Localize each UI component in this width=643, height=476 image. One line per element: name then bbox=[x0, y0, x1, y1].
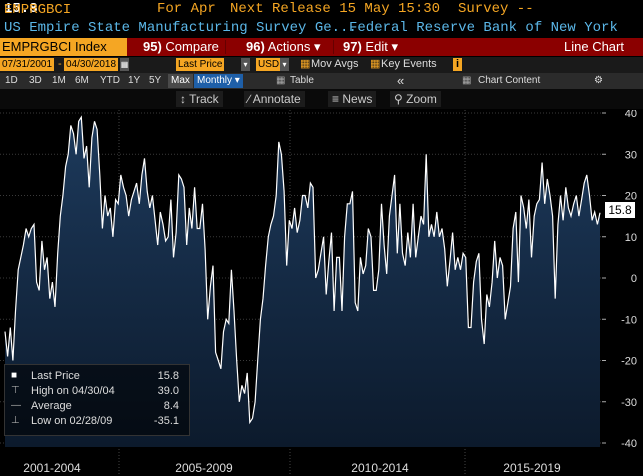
legend-item-average: — Average 8.4 bbox=[11, 400, 179, 412]
y-tick-label: -10 bbox=[621, 314, 637, 326]
ticker-label: EMPRGBCI 15.8 bbox=[4, 1, 72, 18]
legend-item-high: ⊤ High on 04/30/04 39.0 bbox=[11, 385, 179, 397]
mov-avgs-toggle[interactable]: Mov Avgs bbox=[311, 58, 359, 70]
security-field[interactable]: EMPRGBCI Index bbox=[0, 38, 127, 56]
y-axis: -40 -30 -20 -10 0 10 20 30 40 bbox=[602, 110, 637, 450]
dropdown-arrow-icon: ▾ bbox=[313, 39, 321, 54]
for-label: For Apr bbox=[157, 1, 216, 17]
x-tick-label: 2001-2004 bbox=[23, 461, 81, 475]
security-title: US Empire State Manufacturing Survey Ge.… bbox=[4, 20, 357, 36]
chevron-down-icon[interactable]: ▾ bbox=[241, 58, 250, 71]
header-bar: EMPRGBCI 15.8 For Apr Next Release 15 Ma… bbox=[0, 0, 643, 20]
period-bar: 1D 3D 1M 6M YTD 1Y 5Y Max Monthly ▾ ▦ Ta… bbox=[0, 73, 643, 89]
period-max[interactable]: Max bbox=[168, 74, 193, 88]
x-axis: 2001-2004 2005-2009 2010-2014 2015-2019 bbox=[23, 461, 561, 475]
frequency-select[interactable]: Monthly ▾ bbox=[194, 74, 243, 88]
currency-select[interactable]: USD bbox=[256, 58, 282, 71]
period-5y[interactable]: 5Y bbox=[149, 75, 162, 86]
divider bbox=[225, 40, 226, 54]
next-release: Next Release 15 May 15:30 bbox=[230, 1, 441, 17]
period-1y[interactable]: 1Y bbox=[128, 75, 141, 86]
survey-label: Survey -- bbox=[458, 1, 534, 17]
period-3d[interactable]: 3D bbox=[29, 75, 42, 86]
divider bbox=[333, 40, 334, 54]
high-marker-icon: ⊤ bbox=[11, 385, 20, 396]
last-value: 15.8 bbox=[4, 1, 38, 17]
period-ytd[interactable]: YTD bbox=[100, 75, 120, 86]
pencil-icon: ∕ bbox=[248, 92, 251, 106]
zoom-icon: ⚲ bbox=[394, 92, 403, 106]
table-button[interactable]: Table bbox=[290, 75, 314, 86]
average-marker-icon: — bbox=[11, 400, 21, 411]
period-1d[interactable]: 1D bbox=[5, 75, 18, 86]
y-tick-label: 40 bbox=[625, 110, 637, 120]
calendar-icon[interactable]: ▦ bbox=[120, 58, 129, 71]
chart-type-label[interactable]: Line Chart bbox=[564, 39, 624, 54]
y-tick-label: -20 bbox=[621, 356, 637, 368]
actions-button[interactable]: 96) Actions ▾ bbox=[246, 39, 321, 54]
current-value-label: 15.8 bbox=[605, 202, 635, 218]
news-icon: ≡ bbox=[332, 92, 340, 106]
zoom-button[interactable]: ⚲ Zoom bbox=[390, 91, 441, 107]
source-label: Federal Reserve Bank of New York bbox=[349, 20, 618, 36]
legend-item-last-price: ■ Last Price 15.8 bbox=[11, 370, 179, 382]
track-button[interactable]: ↕ Track bbox=[176, 91, 223, 107]
legend-item-low: ⊥ Low on 02/28/09 -35.1 bbox=[11, 415, 179, 427]
series-line-last-price bbox=[4, 115, 601, 425]
compare-button[interactable]: 95) Compare bbox=[143, 39, 219, 54]
chart-content-label[interactable]: Chart Content bbox=[478, 75, 541, 86]
chevron-down-icon[interactable]: ▾ bbox=[280, 58, 289, 71]
gear-icon[interactable]: ⚙ bbox=[594, 75, 603, 86]
annotate-button[interactable]: ∕ Annotate bbox=[244, 91, 305, 107]
square-icon: ■ bbox=[11, 370, 18, 381]
info-icon[interactable]: i bbox=[453, 58, 463, 71]
edit-button[interactable]: 97) Edit ▾ bbox=[343, 39, 398, 54]
x-tick-label: 2015-2019 bbox=[503, 461, 561, 475]
period-1m[interactable]: 1M bbox=[52, 75, 66, 86]
legend-box[interactable]: ■ Last Price 15.8 ⊤ High on 04/30/04 39.0 … bbox=[4, 364, 190, 436]
y-tick-label: -30 bbox=[621, 397, 637, 409]
key-events-toggle[interactable]: Key Events bbox=[381, 58, 437, 70]
key-events-icon[interactable]: ▦ bbox=[370, 58, 381, 70]
main-toolbar: EMPRGBCI Index 95) Compare 96) Actions ▾… bbox=[0, 38, 643, 56]
chart-tools-bar: ↕ Track ∕ Annotate ≡ News ⚲ Zoom bbox=[0, 89, 643, 109]
y-tick-label: 20 bbox=[625, 191, 637, 203]
x-tick-label: 2010-2014 bbox=[351, 461, 409, 475]
low-marker-icon: ⊥ bbox=[11, 415, 20, 426]
collapse-icon[interactable]: « bbox=[397, 73, 405, 88]
title-bar: US Empire State Manufacturing Survey Ge.… bbox=[0, 20, 643, 38]
x-tick-label: 2005-2009 bbox=[175, 461, 233, 475]
start-date-input[interactable]: 07/31/2001 bbox=[0, 58, 55, 71]
y-tick-label: 30 bbox=[625, 149, 637, 161]
y-tick-label: -40 bbox=[621, 438, 637, 450]
period-6m[interactable]: 6M bbox=[75, 75, 89, 86]
news-button[interactable]: ≡ News bbox=[328, 91, 377, 107]
mov-avgs-icon[interactable]: ▦ bbox=[300, 58, 311, 70]
controls-bar: 07/31/2001 - 04/30/2018 ▦ Last Price ▾ U… bbox=[0, 57, 643, 73]
y-tick-label: 10 bbox=[625, 232, 637, 244]
y-tick-label: 0 bbox=[631, 273, 637, 285]
dropdown-arrow-icon: ▾ bbox=[391, 39, 398, 54]
table-icon[interactable]: ▦ bbox=[276, 75, 286, 86]
track-icon: ↕ bbox=[180, 92, 186, 106]
date-separator: - bbox=[58, 58, 62, 70]
field-select[interactable]: Last Price bbox=[176, 58, 225, 71]
end-date-input[interactable]: 04/30/2018 bbox=[64, 58, 119, 71]
chart-content-icon: ▦ bbox=[462, 75, 472, 86]
